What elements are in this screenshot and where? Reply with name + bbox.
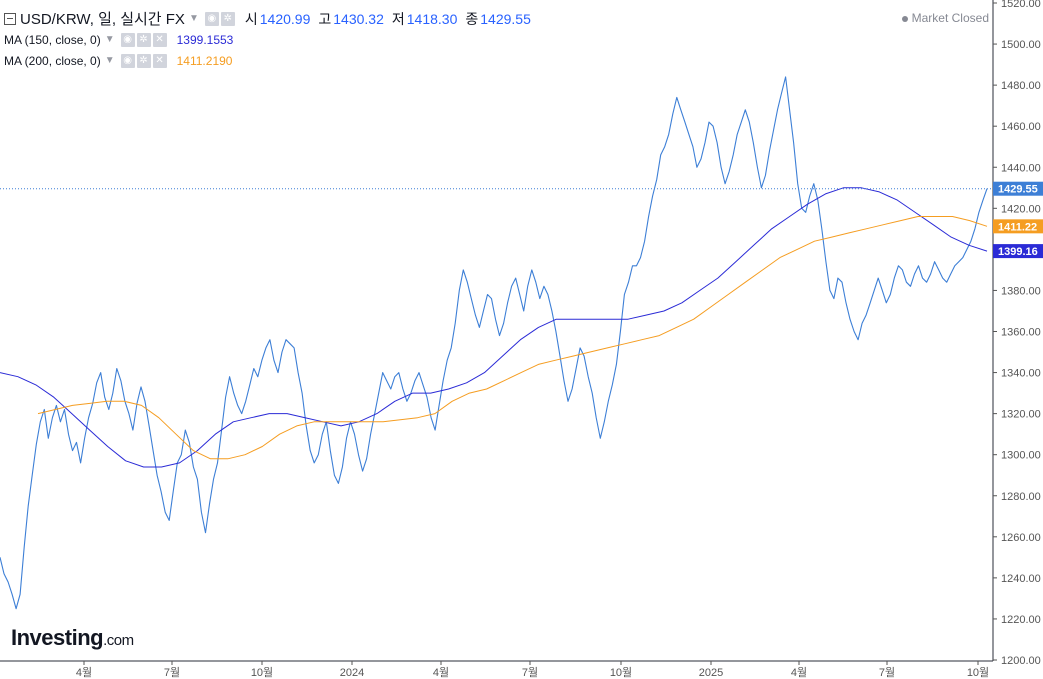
x-tick-label: 4월 <box>433 666 449 679</box>
symbol-row: USD/KRW, 일, 실시간 FX ▼ ◉ ✲ 시 1420.99 고 143… <box>4 8 531 29</box>
y-tick-label: 1520.00 <box>1001 0 1041 10</box>
logo-suffix: .com <box>103 632 134 649</box>
series-line-ma150 <box>0 187 988 468</box>
remove-icon[interactable]: ✕ <box>152 32 167 47</box>
x-tick-label: 2025 <box>699 667 723 679</box>
visibility-icon[interactable]: ◉ <box>204 11 219 26</box>
market-status: Market Closed <box>901 11 989 25</box>
remove-icon[interactable]: ✕ <box>152 53 167 68</box>
logo-text: Investing <box>11 625 104 650</box>
y-tick-label: 1380.00 <box>1001 285 1041 297</box>
settings-icon[interactable]: ✲ <box>220 11 235 26</box>
y-axis: 1200.00 1220.00 1240.00 1260.00 1280.00 1300.… <box>993 0 1041 667</box>
chevron-down-icon[interactable]: ▼ <box>104 34 115 45</box>
x-tick-label: 2024 <box>340 667 364 679</box>
series-line-price <box>0 76 988 610</box>
y-tick-label: 1500.00 <box>1001 39 1041 51</box>
x-tick-label: 10월 <box>251 666 273 679</box>
last-price-tag-bg <box>993 181 1043 196</box>
visibility-icon[interactable]: ◉ <box>120 53 135 68</box>
y-tick-label: 1220.00 <box>1001 614 1041 626</box>
status-dot-icon <box>901 15 908 22</box>
chevron-down-icon[interactable]: ▼ <box>104 55 115 66</box>
y-tick-label: 1420.00 <box>1001 203 1041 215</box>
ma150-tag-bg <box>993 244 1043 259</box>
chart-series <box>0 76 993 610</box>
chevron-down-icon[interactable]: ▼ <box>188 13 199 24</box>
x-tick-label: 4월 <box>791 666 807 679</box>
y-tick-label: 1280.00 <box>1001 491 1041 503</box>
high-value: 1430.32 <box>333 10 384 27</box>
y-tick-label: 1460.00 <box>1001 121 1041 133</box>
low-value: 1418.30 <box>406 10 458 27</box>
ma200-tag-bg <box>993 219 1043 234</box>
y-tick-label: 1340.00 <box>1001 368 1041 380</box>
y-tick-label: 1240.00 <box>1001 573 1041 585</box>
high-label: 고 <box>318 10 332 27</box>
low-label: 저 <box>391 10 405 27</box>
y-tick-label: 1360.00 <box>1001 327 1041 339</box>
chart-legend: USD/KRW, 일, 실시간 FX ▼ ◉ ✲ 시 1420.99 고 143… <box>4 8 531 71</box>
ma200-tag: 1411.22 <box>998 221 1037 233</box>
y-tick-label: 1300.00 <box>1001 450 1041 462</box>
y-tick-label: 1320.00 <box>1001 409 1041 421</box>
collapse-icon[interactable] <box>4 12 16 25</box>
indicator-row-ma150: MA (150, close, 0) ▼ ◉ ✲ ✕ 1399.1553 <box>4 29 531 50</box>
x-tick-label: 4월 <box>76 666 92 679</box>
indicator-name[interactable]: MA (150, close, 0) <box>4 32 101 47</box>
symbol-title[interactable]: USD/KRW, 일, 실시간 FX <box>20 11 185 28</box>
indicator-value: 1411.2190 <box>176 53 233 68</box>
x-tick-label: 7월 <box>164 666 180 679</box>
investing-logo: Investing.com <box>11 625 134 651</box>
y-tick-label: 1440.00 <box>1001 162 1041 174</box>
open-label: 시 <box>244 10 258 27</box>
x-tick-label: 10월 <box>610 666 632 679</box>
series-line-ma200 <box>37 216 988 460</box>
price-tags: 1429.55 1411.22 1399.16 <box>993 181 1043 259</box>
x-tick-label: 7월 <box>522 666 538 679</box>
x-tick-label: 10월 <box>967 666 989 679</box>
indicator-row-ma200: MA (200, close, 0) ▼ ◉ ✲ ✕ 1411.2190 <box>4 50 531 71</box>
close-label: 종 <box>465 10 479 27</box>
visibility-icon[interactable]: ◉ <box>120 32 135 47</box>
y-tick-label: 1480.00 <box>1001 80 1041 92</box>
y-tick-label: 1260.00 <box>1001 532 1041 544</box>
open-value: 1420.99 <box>259 10 311 27</box>
chart-grid <box>0 0 994 662</box>
x-tick-label: 7월 <box>879 666 895 679</box>
settings-icon[interactable]: ✲ <box>136 53 151 68</box>
last-price-tag: 1429.55 <box>998 184 1038 196</box>
market-status-text: Market Closed <box>911 11 989 25</box>
y-tick-label: 1200.00 <box>1001 655 1041 667</box>
close-value: 1429.55 <box>480 10 531 27</box>
indicator-name[interactable]: MA (200, close, 0) <box>4 53 101 68</box>
settings-icon[interactable]: ✲ <box>136 32 151 47</box>
ma150-tag: 1399.16 <box>998 246 1038 258</box>
indicator-value: 1399.1553 <box>176 32 234 47</box>
x-axis: 4월 7월 10월 2024 4월 7월 10월 2025 4월 7월 10월 <box>76 661 989 679</box>
